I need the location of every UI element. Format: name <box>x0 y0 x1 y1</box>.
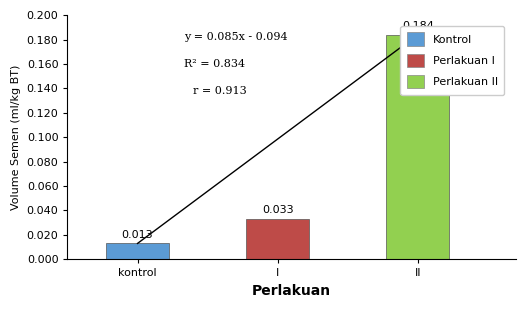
X-axis label: Perlakuan: Perlakuan <box>252 284 331 298</box>
Text: 0.033: 0.033 <box>262 205 294 215</box>
Text: y = 0.085x - 0.094: y = 0.085x - 0.094 <box>184 32 288 42</box>
Y-axis label: Volume Semen (ml/kg BT): Volume Semen (ml/kg BT) <box>11 65 21 210</box>
Bar <box>246 219 309 259</box>
Text: r = 0.913: r = 0.913 <box>193 86 247 96</box>
Text: R² = 0.834: R² = 0.834 <box>184 59 245 69</box>
Legend: Kontrol, Perlakuan I, Perlakuan II: Kontrol, Perlakuan I, Perlakuan II <box>401 26 504 95</box>
Text: 0.184: 0.184 <box>402 21 434 31</box>
Bar <box>386 35 450 259</box>
Bar <box>106 243 169 259</box>
Text: 0.013: 0.013 <box>122 230 153 240</box>
